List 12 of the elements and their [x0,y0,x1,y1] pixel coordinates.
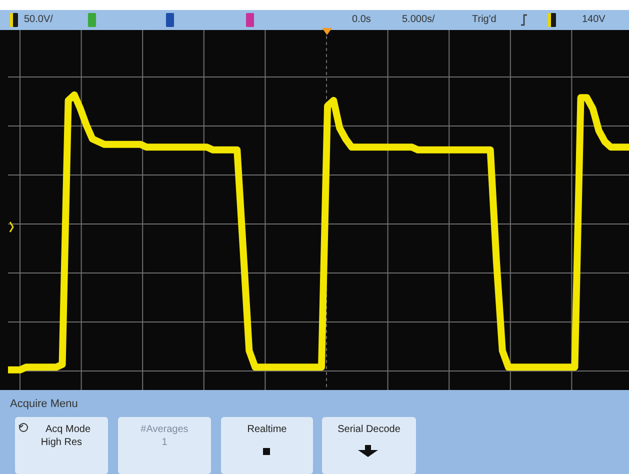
text: 50.0V/ [24,14,53,26]
text: Acq Mode [44,424,92,436]
text: Trig'd [472,14,496,26]
text: High Res [40,437,84,449]
text: Serial Decode [336,424,402,436]
text: 140V [582,14,606,26]
text: Realtime [246,424,288,436]
text: Acquire Menu [10,398,78,410]
text: #Averages [140,424,190,436]
text: 1 [160,437,168,449]
text: 5.000s/ [402,14,435,26]
text: 0.0s [352,14,371,26]
